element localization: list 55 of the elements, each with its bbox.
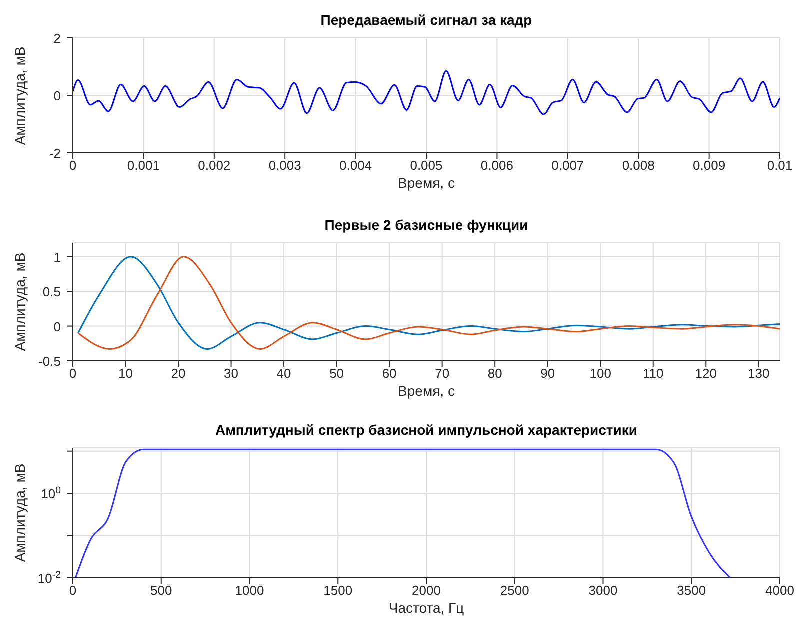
- x-tick-label: 0: [69, 366, 77, 382]
- x-tick-label: 60: [382, 366, 397, 382]
- x-tick-label: 0.005: [410, 158, 443, 174]
- line-series: [73, 70, 780, 116]
- x-tick-label: 0.006: [480, 158, 514, 174]
- x-tick-label: 30: [224, 366, 239, 382]
- x-tick-label: 0.008: [622, 158, 655, 174]
- line-series: [74, 448, 732, 578]
- y-tick-label: 10$^{0}$: [41, 485, 62, 502]
- chart-title: Амплитудный спектр базисной импульсной характеристики: [214, 422, 639, 438]
- x-tick-label: 0.002: [198, 158, 231, 174]
- x-axis-title: Время, с: [397, 383, 456, 399]
- x-tick-label: 3500: [677, 583, 706, 598]
- x-tick-label: 0.004: [340, 158, 372, 174]
- x-tick-label: 0.01: [767, 158, 793, 174]
- x-tick-label: 1500: [324, 583, 353, 598]
- x-tick-label: 40: [276, 366, 292, 382]
- x-tick-label: 0: [69, 158, 77, 174]
- x-axis-title: Время, с: [397, 175, 456, 191]
- x-axis-title: Частота, Гц: [388, 600, 466, 616]
- x-tick-label: 2500: [500, 583, 530, 598]
- y-axis-title: Амплитуда, мВ: [12, 252, 28, 352]
- x-tick-label: 130: [748, 366, 770, 382]
- y-axis-title: Амплитуда, мВ: [12, 46, 28, 145]
- x-tick-label: 70: [435, 366, 450, 382]
- x-tick-label: 2000: [412, 583, 441, 598]
- y-tick-label: 10$^{-2}$: [38, 570, 61, 586]
- x-tick-label: 0.007: [552, 158, 584, 174]
- x-tick-label: 100: [590, 366, 612, 382]
- y-tick-label: 0: [54, 319, 61, 334]
- y-tick-label: 0.5: [42, 284, 61, 300]
- y-tick-label: -2: [49, 146, 61, 161]
- y-tick-label: 2: [54, 31, 61, 46]
- x-tick-label: 1000: [235, 583, 264, 598]
- x-tick-label: 0.001: [127, 158, 160, 174]
- chart-title: Передаваемый сигнал за кадр: [320, 12, 534, 28]
- y-tick-label: 0: [54, 88, 61, 104]
- chart-title: Первые 2 базисные функции: [324, 217, 530, 233]
- y-tick-label: 1: [54, 250, 61, 265]
- y-tick-label: -0.5: [38, 354, 61, 369]
- x-tick-label: 3000: [588, 583, 618, 598]
- x-tick-label: 50: [330, 366, 344, 382]
- x-tick-label: 4000: [766, 583, 794, 598]
- x-tick-label: 0.003: [268, 158, 302, 174]
- line-series: [78, 256, 780, 350]
- x-tick-label: 90: [540, 366, 556, 382]
- y-axis-title: Амплитуда, мВ: [12, 464, 28, 562]
- x-tick-label: 0.009: [693, 158, 726, 174]
- x-tick-label: 120: [695, 366, 717, 382]
- x-tick-label: 0: [69, 583, 77, 598]
- x-tick-label: 500: [150, 583, 172, 598]
- x-tick-label: 20: [171, 366, 186, 382]
- x-tick-label: 10: [118, 366, 133, 382]
- x-tick-label: 80: [488, 366, 502, 382]
- x-tick-label: 110: [643, 366, 664, 382]
